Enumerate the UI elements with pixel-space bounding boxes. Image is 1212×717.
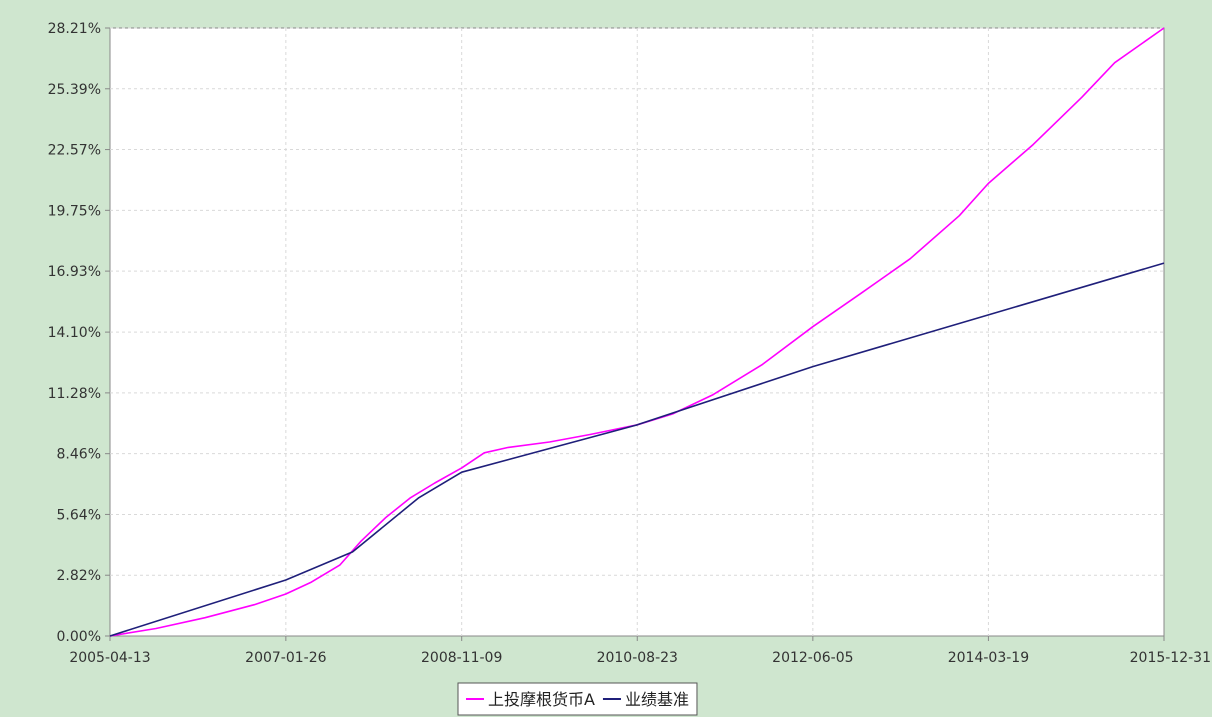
y-tick-label: 19.75% xyxy=(48,203,101,219)
legend-label-2: 业绩基准 xyxy=(625,690,689,709)
legend-box xyxy=(457,682,698,716)
y-tick-label: 11.28% xyxy=(48,386,101,402)
y-tick-label: 5.64% xyxy=(57,507,101,523)
y-axis: 0.00% 2.82% 5.64% 8.46% 11.28% 14.10% 16.93% 19… xyxy=(48,21,110,645)
y-tick-label: 14.10% xyxy=(48,325,101,341)
y-tick-label: 25.39% xyxy=(48,82,101,98)
legend: 上投摩根货币A 业绩基准 xyxy=(457,682,698,716)
series-line-1 xyxy=(109,27,1165,637)
x-tick-label: 2015-12-31 xyxy=(1130,650,1211,666)
y-tick-label: 16.93% xyxy=(48,264,101,280)
y-tick-label: 28.21% xyxy=(48,21,101,37)
grid-layer xyxy=(110,27,1164,636)
y-tick-label: 8.46% xyxy=(57,447,101,463)
x-tick-label: 2014-03-19 xyxy=(948,650,1029,666)
x-tick-label: 2005-04-13 xyxy=(69,650,150,666)
series-line-2 xyxy=(109,262,1165,637)
x-tick-label: 2008-11-09 xyxy=(421,650,502,666)
x-tick-label: 2012-06-05 xyxy=(772,650,853,666)
y-tick-label: 2.82% xyxy=(57,568,101,584)
x-tick-label: 2010-08-23 xyxy=(597,650,678,666)
y-tick-label: 0.00% xyxy=(57,629,101,645)
series-layer xyxy=(109,27,1165,637)
x-axis: 2005-04-13 2007-01-26 2008-11-09 2010-08-23… xyxy=(69,636,1211,666)
y-tick-label: 22.57% xyxy=(48,143,101,159)
legend-label-1: 上投摩根货币A xyxy=(488,690,595,709)
x-tick-label: 2007-01-26 xyxy=(245,650,326,666)
